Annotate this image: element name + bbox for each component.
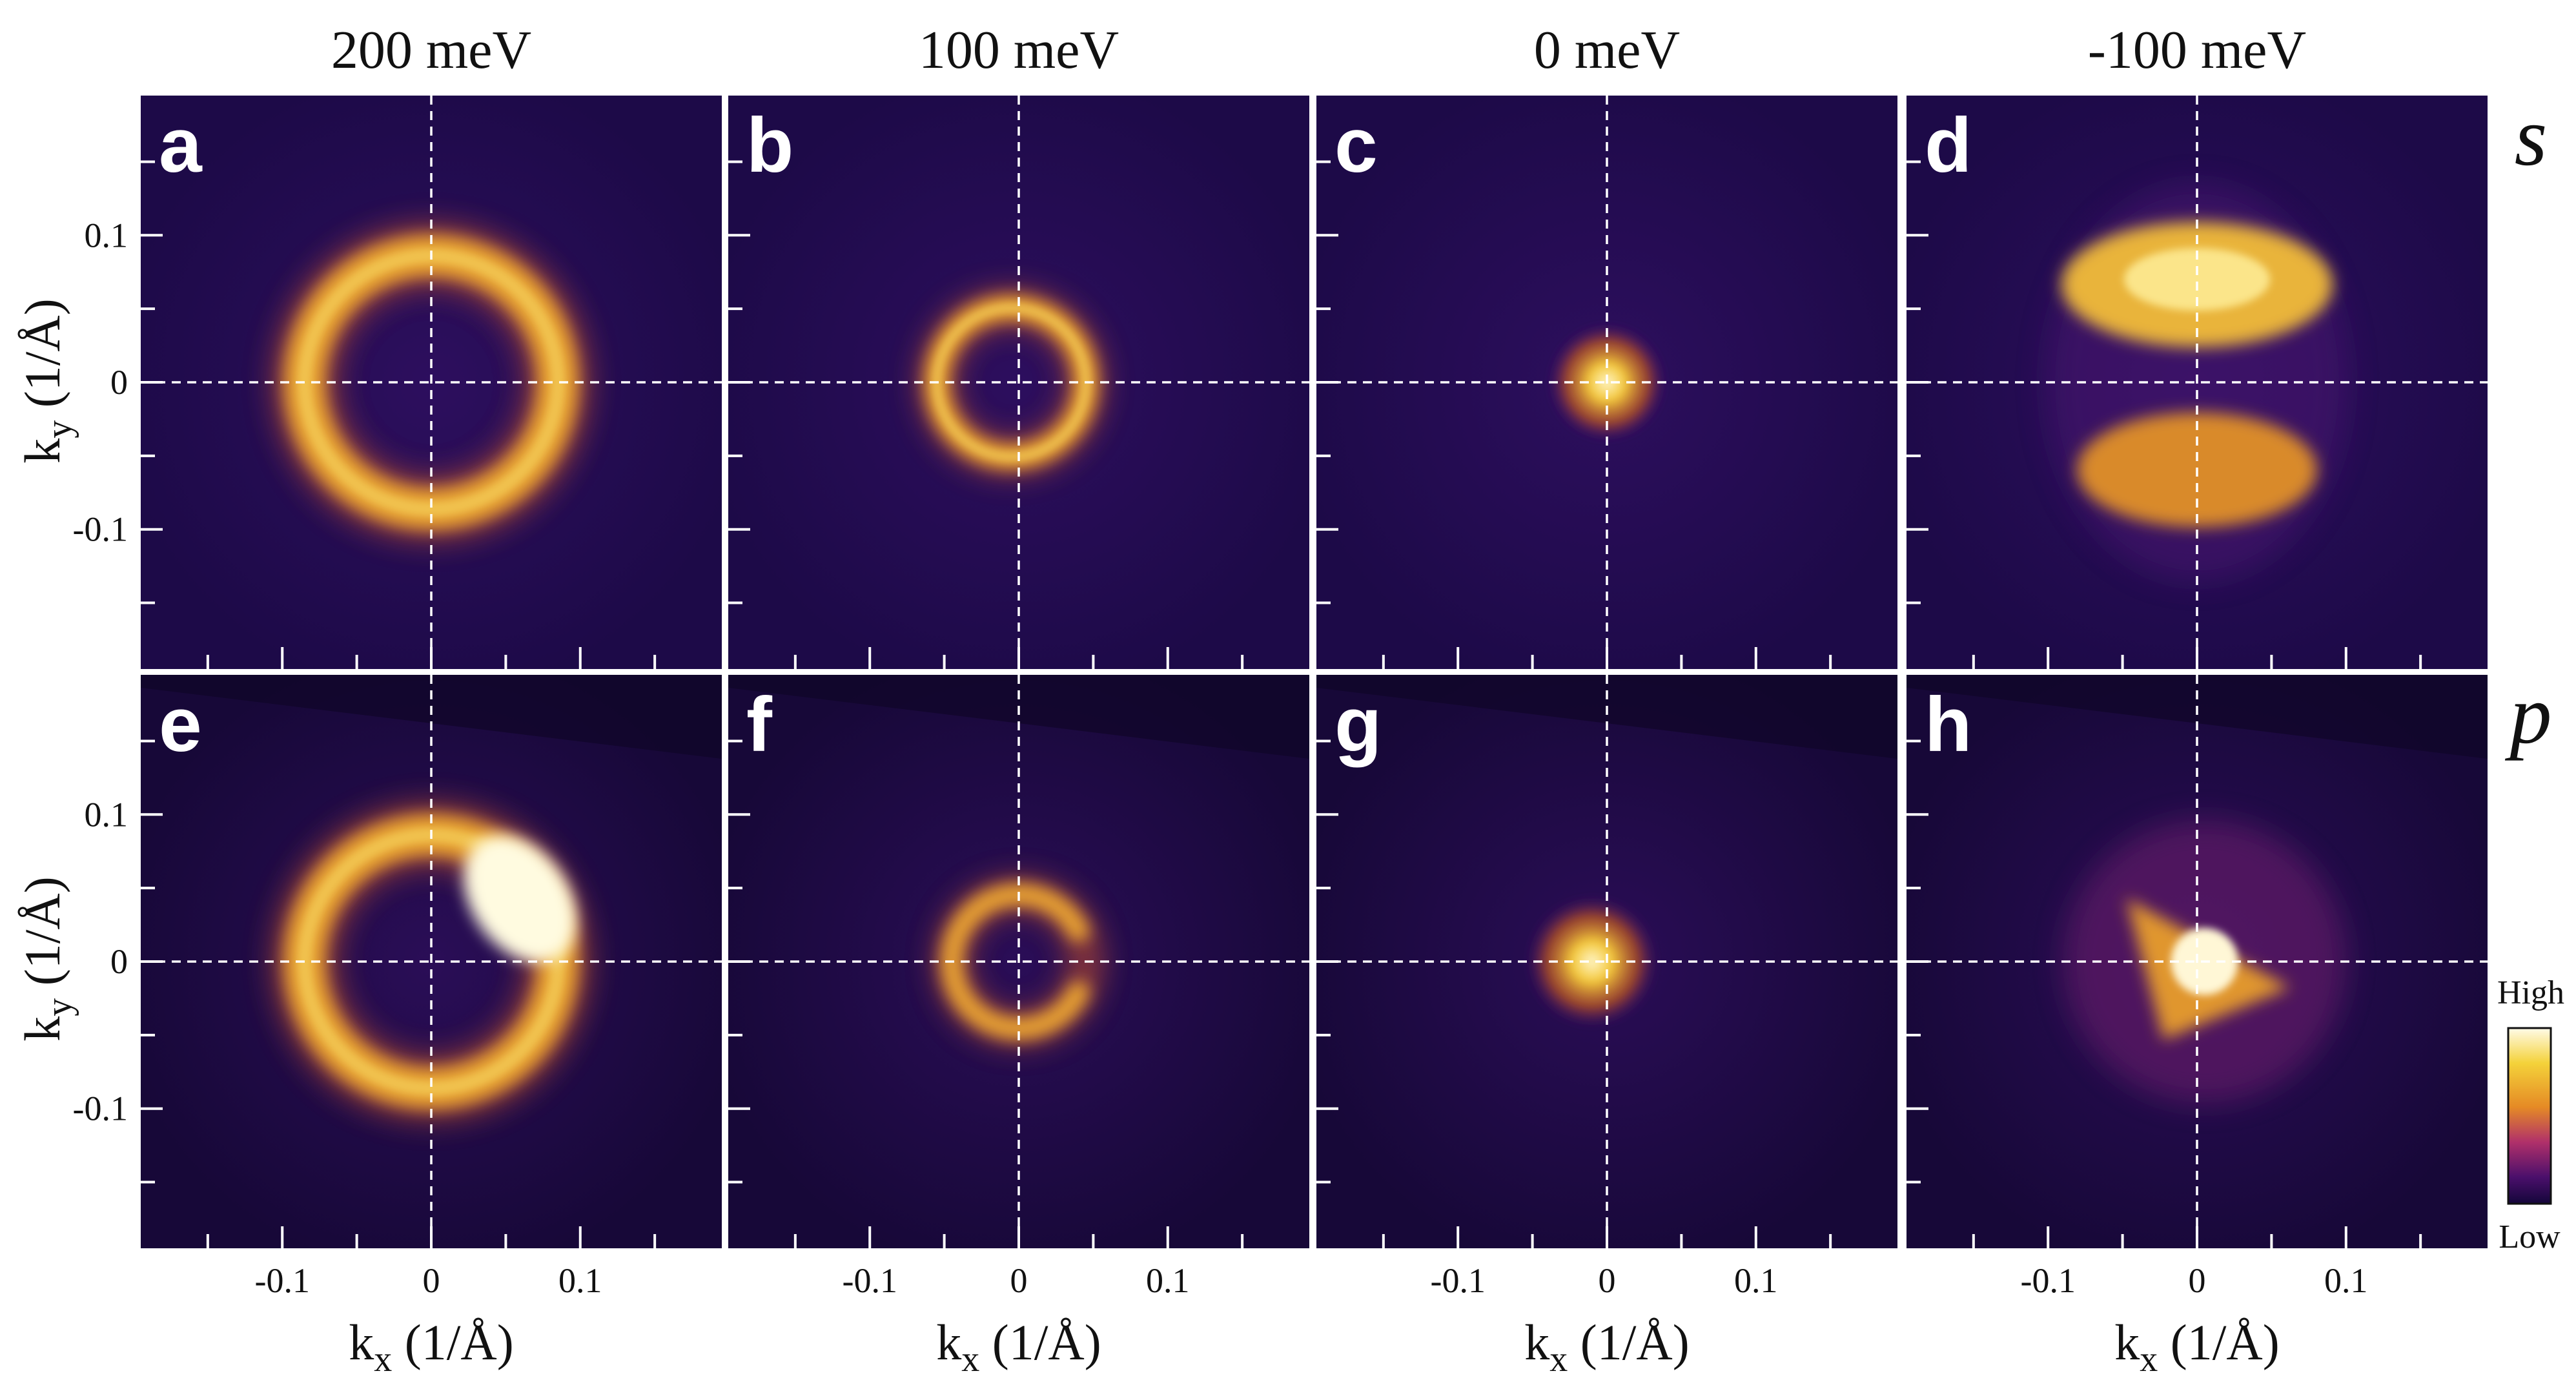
panel-letter-g: g bbox=[1334, 681, 1382, 768]
y-axis-label-top: ky (1/Å) bbox=[14, 298, 79, 463]
edge-shadow bbox=[1906, 675, 2488, 759]
panel-letter-h: h bbox=[1925, 681, 1972, 768]
panel-letter-c: c bbox=[1334, 102, 1378, 189]
intensity-feature bbox=[1526, 896, 1658, 1027]
x-tick-label: 0 bbox=[423, 1261, 440, 1300]
y-axis-label-bottom: ky (1/Å) bbox=[14, 876, 79, 1041]
edge-shadow bbox=[141, 675, 722, 759]
panel-f: f -0.1 0 0.1 bbox=[728, 675, 1309, 1300]
panel-letter-a: a bbox=[159, 102, 203, 189]
x-axis-labels: kx (1/Å) kx (1/Å) kx (1/Å) kx (1/Å) bbox=[349, 1314, 2279, 1379]
bright-spot bbox=[464, 836, 577, 963]
polarization-label-p: p bbox=[2505, 668, 2552, 761]
energy-headers: 200 meV 100 meV 0 meV -100 meV bbox=[331, 20, 2306, 80]
y-tick-label: 0.1 bbox=[85, 795, 128, 834]
panel-letter-f: f bbox=[746, 681, 773, 768]
colorbar-gradient bbox=[2507, 1027, 2552, 1205]
panels-grid: a 0.1 0 -0.1 b c d e 0.1 0 -0.1 -0.1 0 0.1 f -0.1 0 0.1 g -… bbox=[73, 96, 2488, 1300]
y-tick-label: 0.1 bbox=[85, 216, 128, 254]
x-axis-label-1: kx (1/Å) bbox=[936, 1314, 1101, 1379]
panel-letter-d: d bbox=[1925, 102, 1972, 189]
y-tick-label: 0 bbox=[110, 942, 128, 981]
x-tick-label: -0.1 bbox=[2020, 1261, 2075, 1300]
edge-shadow bbox=[1316, 675, 1897, 759]
x-axis-label-2: kx (1/Å) bbox=[1524, 1314, 1689, 1379]
x-tick-label: -0.1 bbox=[1430, 1261, 1485, 1300]
x-tick-label: 0.1 bbox=[2324, 1261, 2368, 1300]
x-tick-label: 0.1 bbox=[1146, 1261, 1190, 1300]
x-tick-label: 0 bbox=[2189, 1261, 2206, 1300]
colorbar: High Low bbox=[2497, 974, 2564, 1255]
panel-letter-e: e bbox=[159, 681, 202, 768]
x-tick-label: 0.1 bbox=[1734, 1261, 1778, 1300]
y-tick-label: -0.1 bbox=[73, 510, 128, 549]
panel-b: b bbox=[728, 96, 1309, 669]
x-tick-label: 0.1 bbox=[558, 1261, 602, 1300]
panel-d: d bbox=[1906, 96, 2488, 669]
panel-e: e 0.1 0 -0.1 -0.1 0 0.1 bbox=[73, 675, 722, 1300]
panel-a: a 0.1 0 -0.1 bbox=[73, 96, 722, 669]
polarization-label-s: s bbox=[2515, 90, 2548, 183]
x-axis-label-0: kx (1/Å) bbox=[349, 1314, 513, 1379]
panel-letter-b: b bbox=[746, 102, 793, 189]
y-tick-label: 0 bbox=[110, 363, 128, 402]
x-tick-label: 0 bbox=[1599, 1261, 1616, 1300]
upper-lobe-core bbox=[2123, 248, 2271, 311]
y-tick-label: -0.1 bbox=[73, 1089, 128, 1128]
x-tick-label: -0.1 bbox=[842, 1261, 897, 1300]
energy-header-3: -100 meV bbox=[2088, 20, 2306, 80]
colorbar-high-label: High bbox=[2497, 974, 2564, 1011]
panel-h: h -0.1 0 0.1 bbox=[1906, 675, 2488, 1300]
edge-shadow bbox=[728, 675, 1309, 759]
energy-header-2: 0 meV bbox=[1534, 20, 1680, 80]
panel-g: g -0.1 0 0.1 bbox=[1316, 675, 1897, 1300]
x-tick-label: 0 bbox=[1010, 1261, 1028, 1300]
energy-header-1: 100 meV bbox=[919, 20, 1119, 80]
panel-c: c bbox=[1316, 96, 1897, 669]
x-tick-label: -0.1 bbox=[254, 1261, 309, 1300]
colorbar-low-label: Low bbox=[2499, 1219, 2561, 1255]
spot bbox=[1526, 896, 1658, 1027]
energy-header-0: 200 meV bbox=[331, 20, 531, 80]
x-axis-label-3: kx (1/Å) bbox=[2114, 1314, 2279, 1379]
